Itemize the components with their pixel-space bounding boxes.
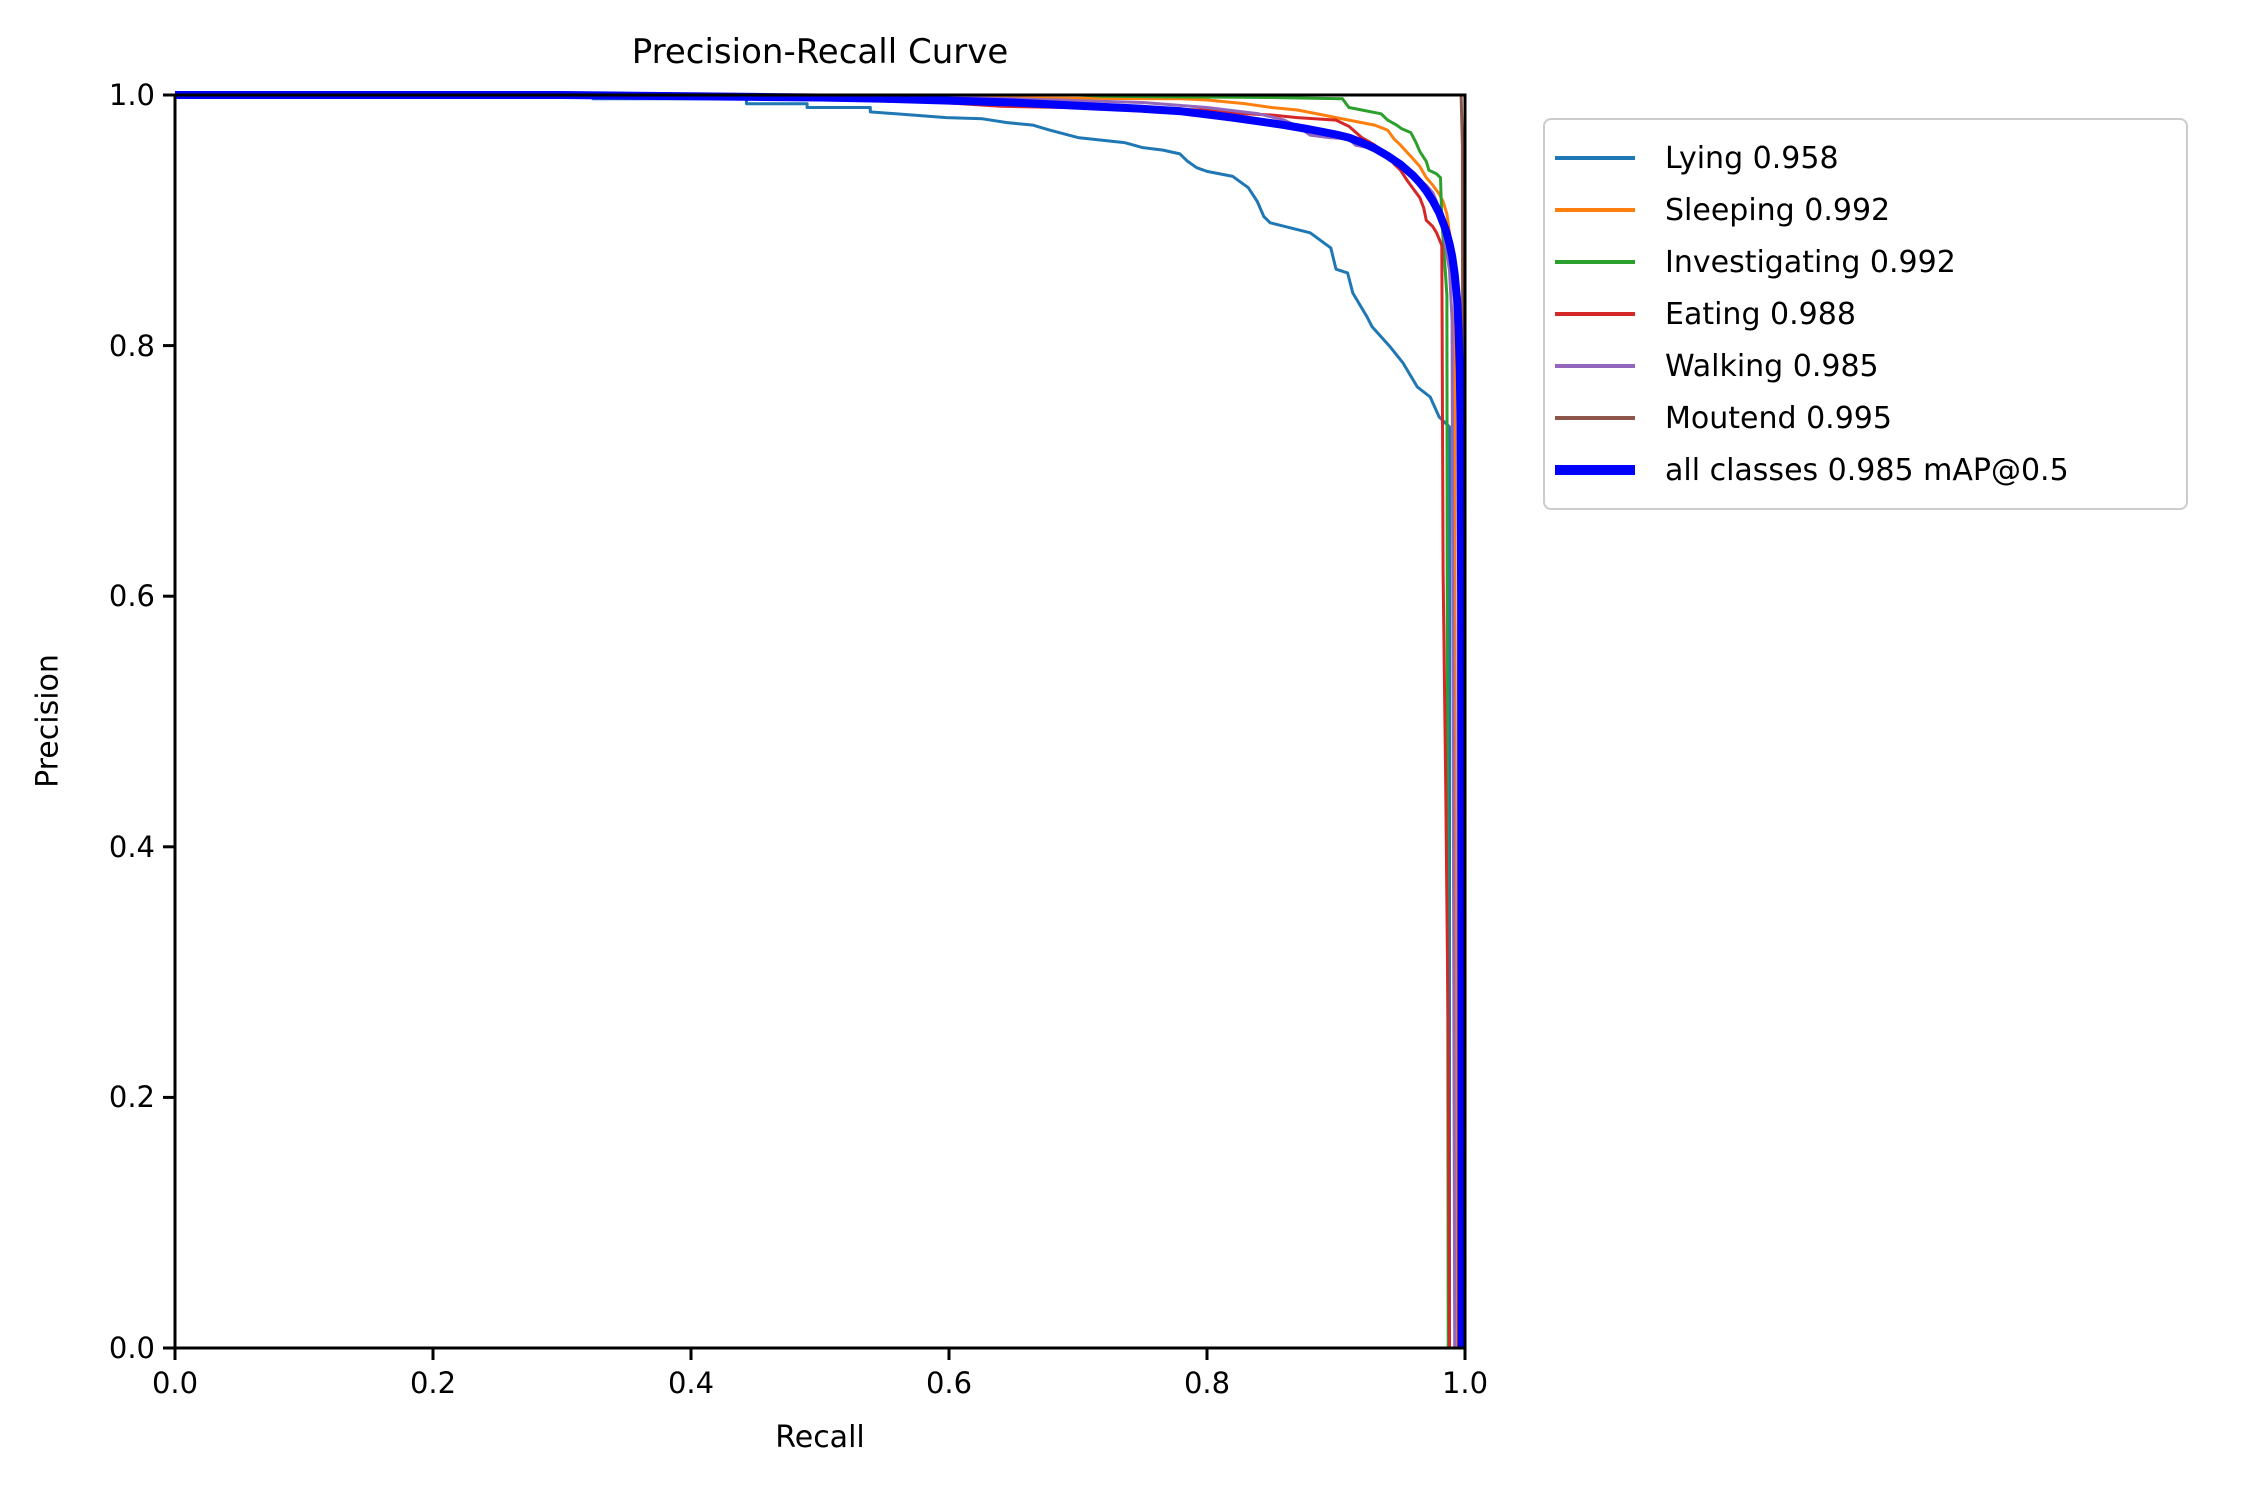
legend-label: Moutend 0.995 <box>1665 400 1892 436</box>
series-line-sleeping <box>175 93 1458 1349</box>
x-tick-label: 0.2 <box>409 1366 457 1400</box>
y-tick-label: 0.6 <box>108 579 155 614</box>
legend-swatch-eating <box>1555 312 1635 316</box>
axis-ticks <box>163 93 1467 1360</box>
legend: Lying 0.958 Sleeping 0.992 Investigating… <box>1543 118 2188 510</box>
x-tick-label: 0.4 <box>667 1366 715 1400</box>
series-line-eating <box>174 93 1451 1349</box>
legend-swatch-walking <box>1555 364 1635 368</box>
legend-item-all-classes: all classes 0.985 mAP@0.5 <box>1555 453 2176 488</box>
x-axis-label: Recall <box>775 1420 865 1455</box>
series-line-investigating <box>175 93 1450 1349</box>
legend-swatch-moutend <box>1555 416 1635 420</box>
y-tick-label: 0.2 <box>108 1080 155 1115</box>
legend-item-sleeping: Sleeping 0.992 <box>1555 193 2176 228</box>
x-tick-label: 0.8 <box>1183 1366 1231 1400</box>
series-line-lying <box>175 93 1451 1348</box>
legend-item-walking: Walking 0.985 <box>1555 349 2176 384</box>
y-tick-label: 0.0 <box>108 1331 155 1365</box>
legend-item-eating: Eating 0.988 <box>1555 297 2176 332</box>
series-line-moutend <box>175 93 1466 1349</box>
series-lines <box>174 91 1466 1349</box>
legend-label: Investigating 0.992 <box>1665 244 1956 280</box>
legend-item-moutend: Moutend 0.995 <box>1555 401 2176 436</box>
legend-label: Lying 0.958 <box>1665 140 1839 176</box>
y-tick-label: 1.0 <box>108 78 155 112</box>
legend-item-lying: Lying 0.958 <box>1555 141 2176 176</box>
legend-swatch-lying <box>1555 156 1635 160</box>
x-tick-label: 0.6 <box>925 1366 973 1400</box>
legend-swatch-investigating <box>1555 260 1635 264</box>
legend-item-investigating: Investigating 0.992 <box>1555 245 2176 280</box>
plot-border <box>173 93 1467 1350</box>
x-tick-label: 0.0 <box>151 1366 199 1400</box>
chart-title: Precision-Recall Curve <box>631 32 1009 72</box>
y-axis-label: Precision <box>30 654 66 788</box>
legend-label: all classes 0.985 mAP@0.5 <box>1665 452 2069 488</box>
legend-swatch-all-classes <box>1555 465 1635 475</box>
series-line-all-classes <box>175 91 1466 1349</box>
series-line-walking <box>174 93 1457 1349</box>
x-tick-label: 1.0 <box>1441 1366 1489 1400</box>
legend-swatch-sleeping <box>1555 208 1635 212</box>
legend-label: Sleeping 0.992 <box>1665 192 1891 228</box>
y-tick-label: 0.4 <box>108 829 155 864</box>
legend-label: Eating 0.988 <box>1665 296 1856 332</box>
y-tick-label: 0.8 <box>108 328 155 363</box>
legend-label: Walking 0.985 <box>1665 348 1879 384</box>
